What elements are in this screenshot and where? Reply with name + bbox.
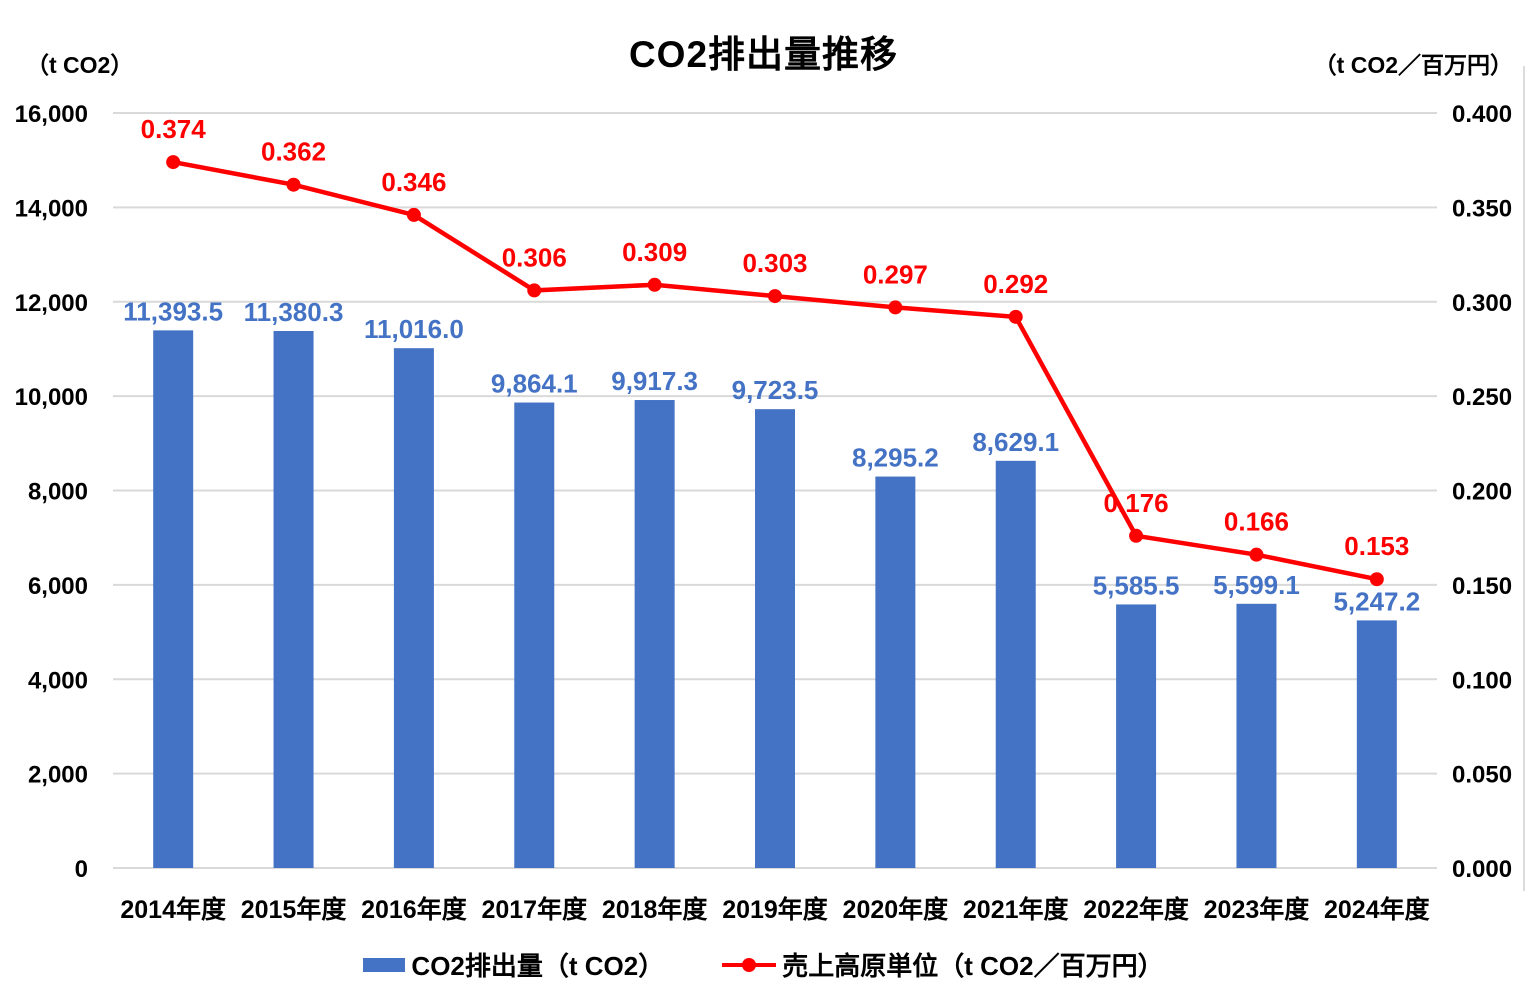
- x-axis-category-label: 2017年度: [481, 895, 587, 924]
- left-axis-tick-label: 14,000: [15, 195, 88, 222]
- left-axis-tick-label: 0: [75, 856, 88, 883]
- right-axis-tick-label: 0.100: [1452, 667, 1512, 694]
- left-axis-tick-label: 12,000: [15, 290, 88, 317]
- bar-value-label: 5,599.1: [1213, 570, 1300, 600]
- line-value-label: 0.297: [863, 259, 928, 289]
- left-axis-tick-label: 16,000: [15, 101, 88, 128]
- right-axis-tick-label: 0.000: [1452, 856, 1512, 883]
- line-point: [1008, 309, 1023, 324]
- line-point: [286, 177, 301, 192]
- bar: [393, 348, 434, 868]
- line-value-label: 0.362: [261, 137, 326, 167]
- bar: [514, 402, 555, 868]
- right-axis-tick-label: 0.250: [1452, 384, 1512, 411]
- line-point: [1249, 547, 1264, 562]
- line-value-label: 0.166: [1224, 507, 1289, 537]
- bar: [1356, 620, 1397, 868]
- legend-item-sales-intensity: 売上高原単位（t CO2／百万円）: [722, 946, 1164, 983]
- left-axis-tick-label: 8,000: [28, 479, 88, 506]
- bar: [755, 409, 795, 868]
- x-axis-category-label: 2021年度: [963, 895, 1069, 924]
- line-value-label: 0.346: [381, 167, 446, 197]
- right-axis-tick-label: 0.350: [1452, 195, 1512, 222]
- bar-value-label: 5,585.5: [1093, 570, 1180, 600]
- left-axis-tick-label: 10,000: [15, 384, 88, 411]
- line-point: [888, 300, 903, 315]
- bar-series-swatch-icon: [363, 957, 406, 972]
- bar-value-label: 11,380.3: [244, 297, 344, 327]
- line-point: [1129, 528, 1144, 543]
- line-value-label: 0.176: [1104, 488, 1169, 518]
- bar-value-label: 9,917.3: [611, 366, 698, 396]
- left-axis-tick-label: 2,000: [28, 762, 88, 789]
- bar-value-label: 5,247.2: [1333, 586, 1420, 616]
- line-series-marker-icon: [722, 957, 777, 972]
- x-axis-category-label: 2022年度: [1083, 895, 1189, 924]
- right-axis-unit-label: （t CO2／百万円）: [1313, 52, 1513, 78]
- line-value-label: 0.153: [1344, 531, 1409, 561]
- line-point: [1369, 572, 1384, 587]
- line-value-label: 0.309: [622, 237, 687, 267]
- bar: [1236, 603, 1277, 868]
- legend-label-sales-intensity: 売上高原単位（t CO2／百万円）: [782, 951, 1164, 981]
- line-point: [768, 289, 782, 304]
- bar: [875, 476, 916, 868]
- line-value-label: 0.374: [141, 114, 207, 144]
- bar-value-label: 11,016.0: [364, 314, 464, 344]
- bar-value-label: 8,295.2: [852, 443, 939, 473]
- x-axis-category-label: 2016年度: [361, 895, 467, 924]
- right-axis-tick-label: 0.300: [1452, 290, 1512, 317]
- line-point: [527, 283, 542, 298]
- line-point: [406, 207, 421, 222]
- chart-title: CO2排出量推移: [628, 34, 899, 75]
- right-axis-tick-label: 0.200: [1452, 479, 1512, 506]
- bar-value-label: 11,393.5: [123, 296, 223, 326]
- x-axis-category-label: 2019年度: [722, 895, 828, 924]
- bar: [153, 330, 194, 868]
- left-axis-tick-label: 4,000: [28, 667, 88, 694]
- right-axis-tick-label: 0.050: [1452, 762, 1512, 789]
- line-value-label: 0.292: [983, 269, 1048, 299]
- bar: [273, 330, 314, 869]
- x-axis-category-label: 2024年度: [1324, 895, 1430, 924]
- bar-value-label: 9,723.5: [732, 375, 819, 405]
- x-axis-category-label: 2023年度: [1204, 895, 1310, 924]
- bar: [634, 400, 675, 868]
- left-axis-unit-label: （t CO2）: [26, 52, 134, 78]
- line-value-label: 0.303: [742, 248, 807, 278]
- left-axis-tick-label: 6,000: [28, 573, 88, 600]
- bar: [1116, 604, 1157, 868]
- line-point: [166, 155, 181, 170]
- line-value-label: 0.306: [502, 242, 567, 272]
- legend-label-co2-emissions: CO2排出量（t CO2）: [411, 951, 665, 981]
- legend-item-co2-emissions: CO2排出量（t CO2）: [363, 946, 664, 983]
- chart-legend: CO2排出量（t CO2） 売上高原単位（t CO2／百万円）: [0, 946, 1527, 983]
- bar: [995, 460, 1036, 868]
- right-axis-tick-label: 0.400: [1452, 101, 1512, 128]
- bar-value-label: 8,629.1: [972, 427, 1059, 457]
- line-point: [647, 277, 662, 292]
- right-axis-tick-label: 0.150: [1452, 573, 1512, 600]
- x-axis-category-label: 2014年度: [120, 895, 226, 924]
- bar-value-label: 9,864.1: [491, 369, 578, 399]
- x-axis-category-label: 2018年度: [602, 895, 708, 924]
- x-axis-category-label: 2020年度: [843, 895, 949, 924]
- x-axis-category-label: 2015年度: [241, 895, 347, 924]
